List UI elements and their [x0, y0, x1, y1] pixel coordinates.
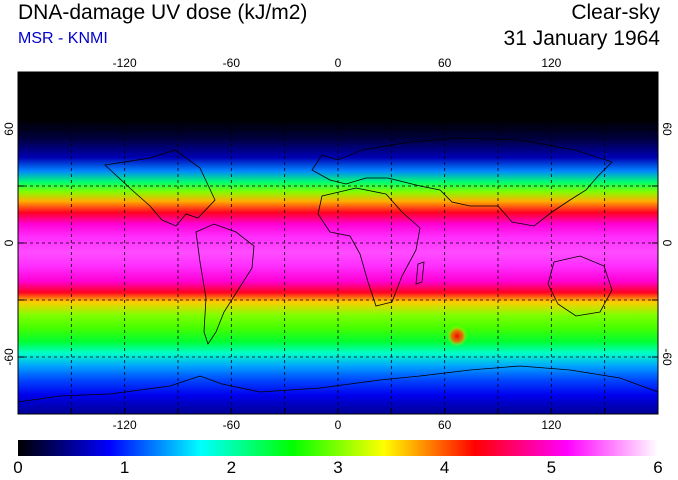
- lon-label-bottom: -120: [113, 418, 137, 432]
- date-label: 31 January 1964: [503, 27, 660, 50]
- eurasia-coast: [311, 137, 613, 227]
- colorbar-label: 0: [13, 458, 23, 477]
- colorbar: [18, 440, 658, 456]
- colorbar-label: 5: [546, 458, 557, 477]
- colorbar-label: 2: [226, 458, 237, 477]
- credit-label: MSR - KNMI: [18, 30, 108, 47]
- lat-label-left: 60: [2, 122, 16, 136]
- lon-label-top: -120: [113, 56, 137, 70]
- map-frame: [17, 71, 659, 415]
- map-title: DNA-damage UV dose (kJ/m2): [18, 1, 308, 24]
- sky-condition-label: Clear-sky: [571, 1, 660, 24]
- lat-label-right: -60: [660, 348, 674, 366]
- lat-label-left: -60: [2, 348, 16, 366]
- uv-hotspot: [447, 326, 468, 347]
- lon-label-bottom: 0: [335, 418, 342, 432]
- antarctica-coast: [17, 365, 659, 403]
- graticule: [18, 72, 658, 414]
- lat-label-right: 0: [660, 240, 674, 247]
- axis-tick-labels: -120 -120 -60 -60 0 0 60 60 120 120 60 60 0 0 -60 -60: [2, 56, 674, 432]
- south-america-coast: [195, 223, 255, 345]
- colorbar-label: 4: [439, 458, 450, 477]
- north-america-coast: [104, 149, 216, 227]
- lon-label-top: 60: [438, 56, 452, 70]
- colorbar-label: 1: [119, 458, 130, 477]
- lat-label-right: 60: [660, 122, 674, 136]
- lon-label-bottom: -60: [223, 418, 241, 432]
- lon-label-bottom: 120: [541, 418, 561, 432]
- colorbar-label: 3: [333, 458, 343, 477]
- lon-label-top: 0: [335, 56, 342, 70]
- lon-label-top: -60: [223, 56, 241, 70]
- madagascar-coast: [415, 261, 425, 285]
- lon-label-top: 120: [541, 56, 561, 70]
- colorbar-label: 6: [653, 458, 663, 477]
- lat-label-left: 0: [2, 239, 16, 246]
- lon-label-bottom: 60: [438, 418, 452, 432]
- axis-ticks: [18, 72, 658, 414]
